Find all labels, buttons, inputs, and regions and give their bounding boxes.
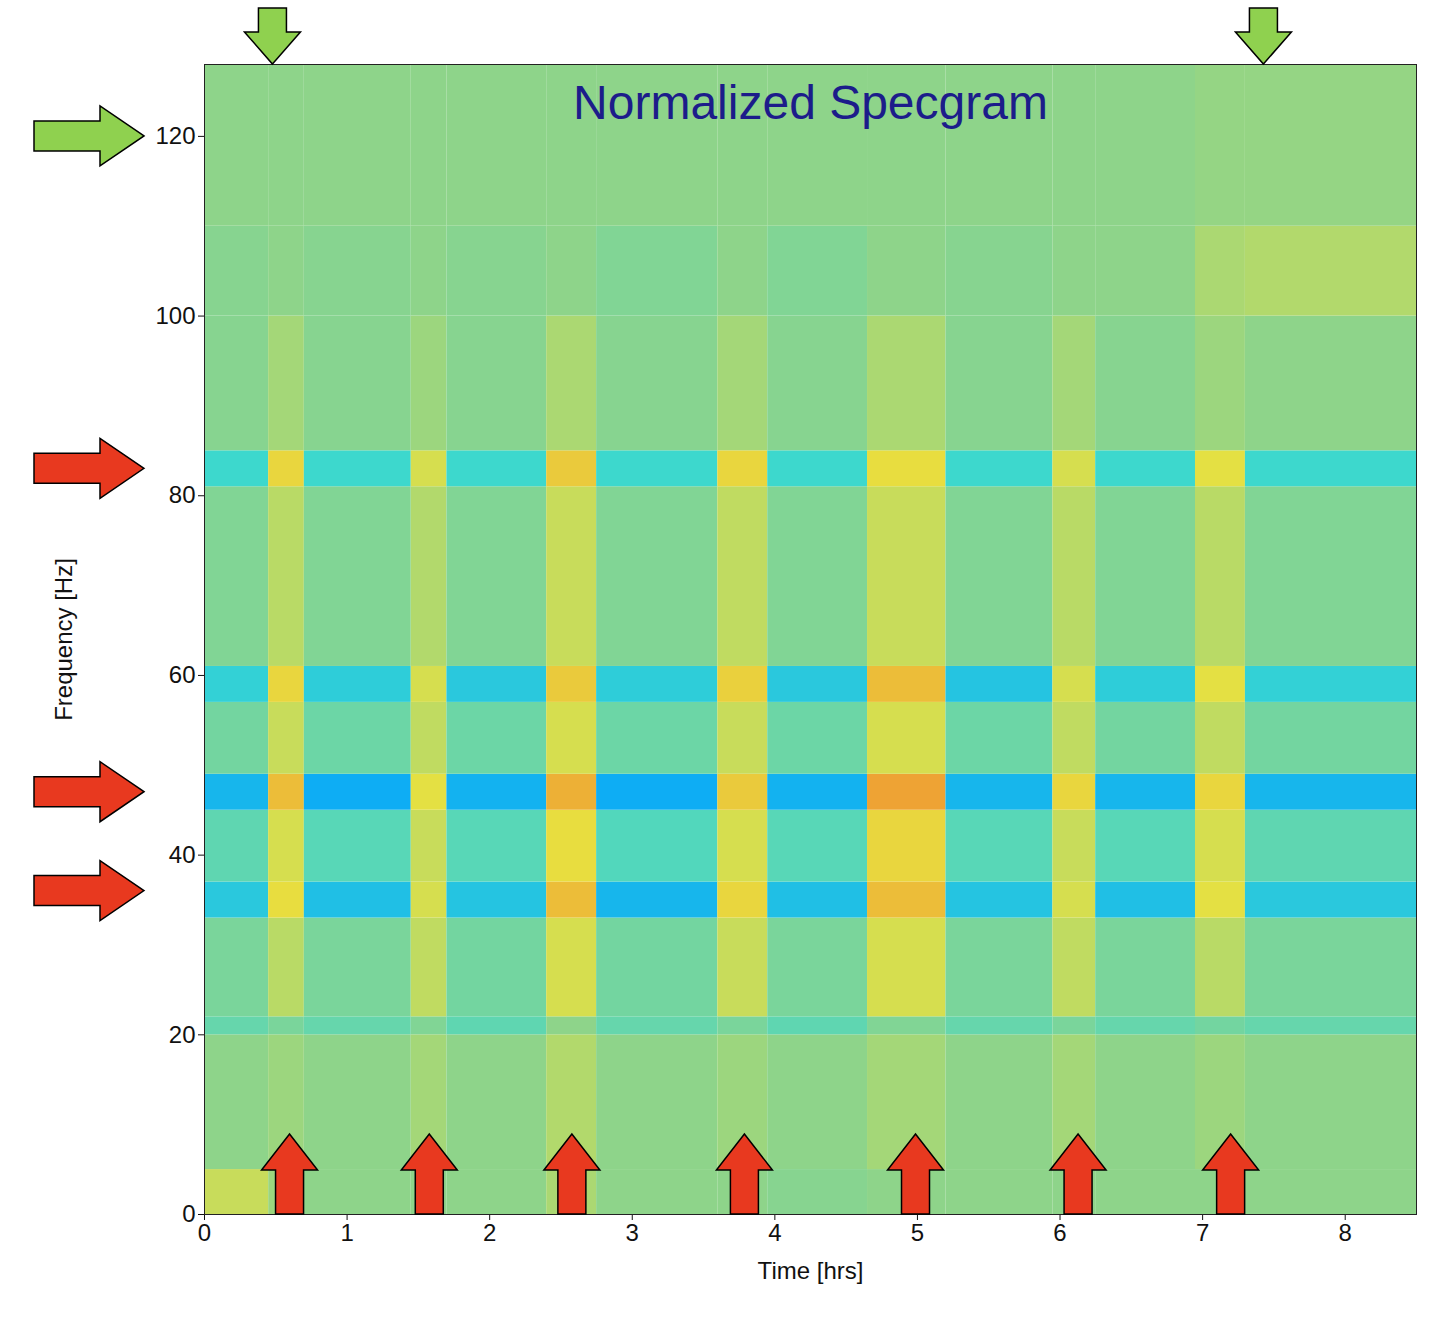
svg-text:7: 7 [1196, 1219, 1209, 1246]
svg-text:6: 6 [1053, 1219, 1066, 1246]
svg-text:60: 60 [169, 661, 196, 688]
svg-text:3: 3 [626, 1219, 639, 1246]
svg-text:100: 100 [155, 302, 195, 329]
svg-text:20: 20 [169, 1020, 196, 1047]
svg-text:5: 5 [911, 1219, 924, 1246]
svg-text:Normalized Specgram: Normalized Specgram [573, 76, 1048, 129]
svg-text:0: 0 [198, 1219, 211, 1246]
svg-text:80: 80 [169, 481, 196, 508]
svg-text:Frequency [Hz]: Frequency [Hz] [50, 558, 77, 721]
svg-text:40: 40 [169, 841, 196, 868]
svg-text:120: 120 [155, 122, 195, 149]
svg-text:8: 8 [1339, 1219, 1352, 1246]
svg-text:0: 0 [182, 1200, 195, 1227]
svg-text:Time [hrs]: Time [hrs] [758, 1257, 864, 1284]
svg-text:4: 4 [768, 1219, 781, 1246]
svg-text:2: 2 [483, 1219, 496, 1246]
svg-text:1: 1 [340, 1219, 353, 1246]
